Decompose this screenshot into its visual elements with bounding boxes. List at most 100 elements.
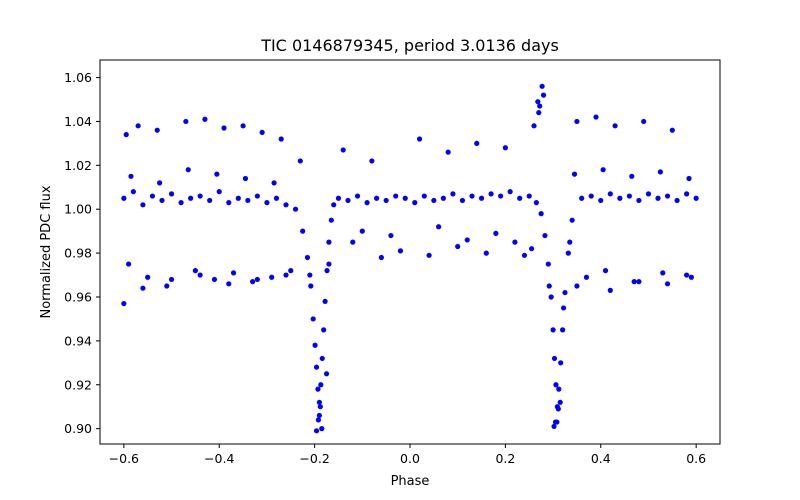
data-point: [226, 200, 232, 206]
data-point: [558, 360, 564, 366]
data-point: [574, 283, 580, 289]
data-point: [178, 200, 184, 206]
data-point: [421, 193, 427, 199]
data-point: [130, 189, 136, 195]
data-point: [426, 252, 432, 258]
data-point: [517, 195, 523, 201]
x-tick-label: −0.6: [109, 451, 139, 466]
data-point: [350, 239, 356, 245]
data-point: [545, 261, 551, 267]
data-point: [664, 193, 671, 199]
data-point: [512, 239, 518, 245]
data-point: [507, 189, 513, 195]
data-point: [556, 386, 562, 392]
data-point: [235, 195, 241, 201]
data-point: [318, 382, 324, 388]
data-point: [154, 127, 160, 133]
data-point: [278, 136, 284, 142]
data-point: [164, 283, 170, 289]
x-tick-label: 0.6: [686, 451, 706, 466]
data-point: [600, 167, 606, 173]
y-tick-label: 0.92: [64, 377, 92, 392]
data-point: [168, 191, 175, 197]
data-point: [431, 197, 437, 204]
data-point: [297, 158, 303, 164]
data-point: [535, 99, 541, 105]
data-point: [335, 195, 342, 201]
data-point: [240, 123, 246, 129]
data-point: [123, 132, 129, 138]
data-point: [183, 118, 189, 125]
data-point: [553, 382, 559, 388]
data-point: [135, 123, 141, 129]
data-point: [121, 300, 127, 307]
data-point: [354, 193, 361, 199]
data-point: [674, 197, 680, 204]
data-point: [636, 197, 642, 204]
data-point: [388, 232, 394, 239]
data-point: [533, 200, 539, 206]
y-axis-label: Normalized PDC flux: [39, 185, 54, 318]
data-point: [321, 327, 327, 333]
data-point: [542, 232, 548, 239]
data-point: [571, 171, 578, 177]
data-point: [669, 127, 675, 133]
data-point: [197, 193, 203, 199]
data-point: [550, 327, 556, 333]
data-point: [440, 195, 446, 201]
data-point: [310, 316, 316, 322]
data-point: [416, 136, 423, 142]
data-point: [292, 206, 299, 212]
data-point: [493, 230, 499, 236]
data-point: [226, 281, 232, 287]
data-point: [569, 217, 575, 223]
data-point: [562, 289, 568, 296]
data-point: [326, 261, 332, 267]
data-point: [617, 195, 623, 201]
data-point: [607, 287, 613, 293]
data-point: [538, 211, 544, 217]
data-point: [273, 195, 280, 201]
data-point: [574, 118, 580, 125]
data-point: [607, 191, 613, 197]
data-point: [326, 239, 332, 245]
x-tick-label: 0.0: [400, 451, 420, 466]
data-point: [688, 274, 694, 280]
data-point: [126, 261, 132, 267]
data-point: [536, 110, 542, 116]
data-point: [686, 175, 692, 182]
x-tick-label: −0.2: [299, 451, 329, 466]
data-point: [531, 123, 537, 129]
data-point: [464, 237, 470, 243]
data-point: [593, 114, 599, 120]
data-point: [526, 193, 532, 199]
y-tick-label: 1.00: [64, 202, 92, 217]
data-point: [478, 195, 485, 201]
data-point: [626, 193, 632, 199]
data-point: [216, 189, 222, 195]
data-point: [307, 272, 313, 278]
data-point: [308, 283, 314, 289]
data-point: [315, 386, 321, 392]
data-point: [469, 193, 475, 199]
data-point: [145, 274, 151, 280]
data-point: [168, 276, 175, 283]
data-point: [149, 193, 156, 199]
data-point: [450, 191, 456, 197]
data-point: [188, 195, 194, 201]
data-point: [324, 268, 330, 274]
data-point: [631, 279, 637, 285]
data-point: [641, 118, 647, 125]
data-point: [250, 279, 256, 285]
data-point: [629, 173, 635, 179]
data-point: [555, 406, 561, 412]
data-point: [304, 254, 311, 261]
data-point: [560, 305, 567, 311]
data-point: [197, 272, 203, 278]
data-point: [202, 116, 208, 122]
x-tick-label: 0.4: [591, 451, 611, 466]
data-point: [539, 83, 545, 89]
data-point: [693, 195, 699, 201]
data-point: [288, 268, 294, 274]
data-point: [565, 250, 571, 256]
